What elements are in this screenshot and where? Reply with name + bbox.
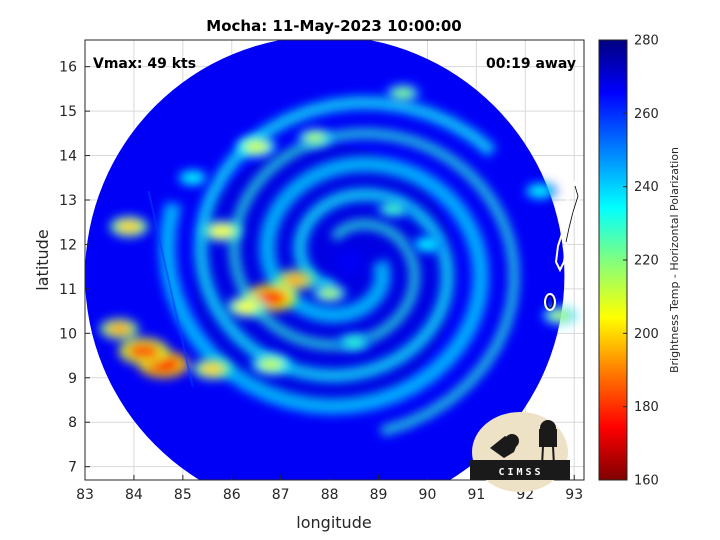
scan-seam	[147, 190, 194, 387]
colorbar-tick-label: 160	[634, 474, 659, 489]
rainband-core	[209, 224, 235, 238]
rainband-core	[392, 87, 414, 99]
rainband-core	[416, 239, 439, 250]
y-tick-label: 16	[59, 60, 77, 76]
rainband-core	[116, 220, 142, 233]
rainband-core	[529, 185, 551, 197]
colorbar	[598, 39, 628, 481]
y-tick-label: 11	[59, 282, 77, 298]
rainband-core	[343, 336, 365, 348]
coastline	[544, 176, 584, 373]
eyewall-core	[318, 287, 341, 299]
y-tick-label: 13	[59, 193, 77, 209]
y-tick-label: 15	[59, 104, 77, 120]
storm-eye	[335, 248, 364, 277]
eyewall-core	[233, 300, 260, 313]
y-tick-label: 8	[68, 415, 77, 431]
x-tick-label: 89	[370, 487, 388, 503]
colorbar-tick-label: 200	[634, 327, 659, 342]
rainband-core	[548, 310, 571, 321]
x-tick-label: 91	[467, 487, 485, 503]
y-tick-label: 7	[68, 460, 77, 476]
x-tick-label: 87	[272, 487, 290, 503]
rainband-core	[258, 358, 284, 371]
chart-title: Mocha: 11-May-2023 10:00:00	[206, 17, 461, 35]
y-tick-label: 14	[59, 149, 77, 165]
colorbar-title: Brightness Temp - Horizontal Polarizatio…	[668, 147, 681, 373]
rainband-core	[304, 132, 326, 144]
y-axis-title: latitude	[33, 229, 52, 290]
rainband-core	[199, 362, 225, 376]
x-tick-label: 84	[125, 487, 143, 503]
coastline-andaman-north-inner	[565, 185, 579, 243]
x-tick-label: 86	[223, 487, 241, 503]
x-tick-label: 88	[321, 487, 339, 503]
y-tick-label: 10	[59, 326, 77, 342]
x-tick-label: 90	[419, 487, 437, 503]
swath-image	[85, 40, 577, 480]
axes-box	[84, 39, 585, 481]
y-tick-label: 12	[59, 237, 77, 253]
colorbar-tick-label: 260	[634, 107, 659, 122]
rainband-core	[243, 140, 269, 153]
colorbar-tick-label: 180	[634, 400, 659, 415]
coastline-islet	[563, 367, 569, 373]
y-axis: 7 8 9 10 11 12 13 14 15 16	[59, 60, 90, 476]
convective-features	[99, 84, 577, 380]
x-tick-label: 93	[565, 487, 583, 503]
coastline-andaman-north	[554, 176, 584, 273]
x-tick-label: 85	[174, 487, 192, 503]
y-tick-label: 9	[68, 371, 77, 387]
rainband-core	[106, 322, 132, 336]
rainband-core	[382, 203, 405, 215]
rainband-core	[181, 172, 204, 184]
time-away-label: 00:19 away	[486, 56, 576, 72]
logo-text: CIMSS	[498, 467, 543, 478]
spiral-band	[159, 155, 489, 415]
coastline-andaman-south	[544, 293, 556, 311]
spiral-band	[194, 96, 497, 383]
colorbar-ticks: 160 180 200 220 240 260 280	[623, 34, 659, 489]
vmax-label: Vmax: 49 kts	[93, 56, 196, 72]
logo-building	[470, 460, 570, 480]
colorbar-tick-label: 280	[634, 34, 659, 49]
x-tick-label: 83	[76, 487, 94, 503]
rainband-core	[127, 343, 160, 360]
colorbar-tick-label: 220	[634, 254, 659, 269]
x-axis-title: longitude	[296, 513, 371, 532]
cimss-logo: CIMSS	[470, 412, 570, 492]
colorbar-tick-label: 240	[634, 180, 659, 195]
eyewall-core	[282, 273, 308, 287]
